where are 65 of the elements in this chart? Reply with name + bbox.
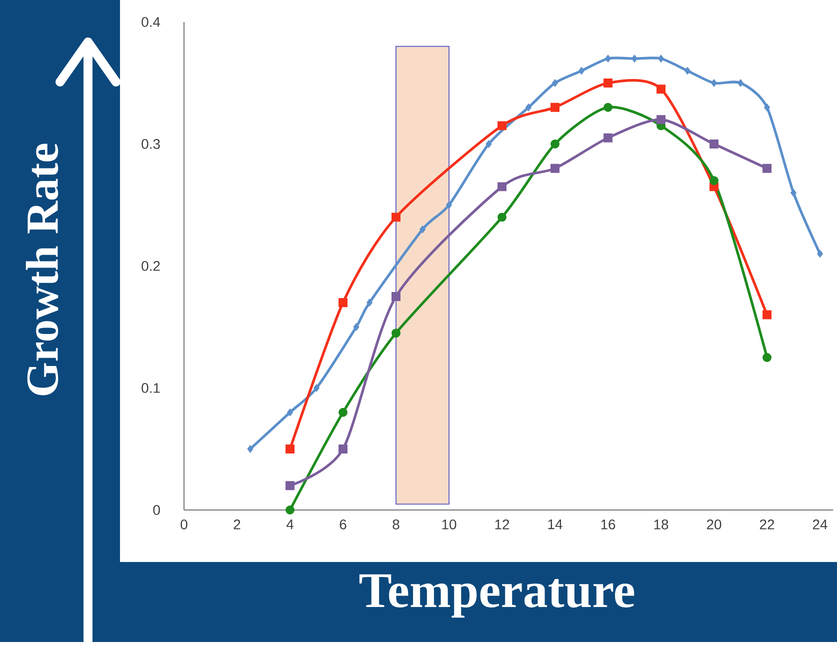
point [764, 103, 770, 112]
y-tick-label: 0.1 [142, 382, 160, 393]
point [604, 78, 612, 88]
y-tick-label: 0.2 [142, 260, 160, 271]
point [684, 66, 690, 74]
point [338, 444, 348, 454]
x-tick-label: 14 [548, 519, 562, 529]
point [790, 188, 796, 196]
point [498, 212, 506, 222]
y-tick-label: 0.3 [142, 138, 160, 149]
point [710, 139, 718, 148]
point [286, 444, 294, 454]
x-tick-label: 2 [234, 519, 240, 530]
point [550, 164, 560, 173]
x-tick-label: 22 [760, 519, 774, 530]
point [420, 225, 426, 234]
x-tick-label: 16 [601, 519, 616, 530]
point [604, 133, 612, 142]
x-tick-label: 18 [654, 519, 668, 530]
x-tick-label: 0 [180, 519, 188, 530]
x-tick-label: 12 [495, 519, 510, 530]
point [286, 505, 294, 514]
x-tick-label: 20 [706, 519, 722, 530]
point [526, 103, 532, 112]
point [632, 54, 638, 62]
point [392, 292, 400, 301]
y-axis-title: Growth Rate [26, 144, 58, 396]
point [314, 384, 320, 392]
point [392, 328, 400, 338]
x-axis-title: Temperature [359, 574, 634, 618]
point [656, 114, 666, 124]
point [486, 140, 492, 148]
point [656, 84, 666, 94]
x-tick-label: 24 [812, 519, 828, 530]
point [286, 480, 294, 490]
point [353, 322, 360, 331]
point [446, 200, 452, 209]
point [578, 66, 584, 74]
point [762, 352, 772, 362]
point [762, 310, 772, 320]
point [738, 78, 744, 87]
point [710, 176, 718, 185]
point [498, 182, 506, 191]
point [762, 164, 772, 173]
x-tick-label: 8 [392, 519, 400, 530]
point [550, 102, 560, 112]
point [711, 78, 717, 87]
point [498, 120, 506, 130]
point [338, 298, 348, 307]
point [392, 212, 400, 222]
x-tick-label: 6 [340, 519, 346, 530]
y-tick-label: 0.4 [142, 16, 160, 27]
point [604, 102, 612, 112]
y-tick-label: 0 [153, 504, 160, 515]
point [817, 250, 823, 258]
point [658, 54, 664, 62]
x-tick-label: 10 [442, 519, 456, 530]
point [605, 54, 611, 62]
point [552, 78, 558, 87]
point [550, 139, 560, 148]
point [287, 408, 293, 416]
x-tick-label: 4 [286, 519, 294, 529]
point [366, 298, 372, 306]
point [338, 408, 348, 417]
point [247, 444, 254, 453]
